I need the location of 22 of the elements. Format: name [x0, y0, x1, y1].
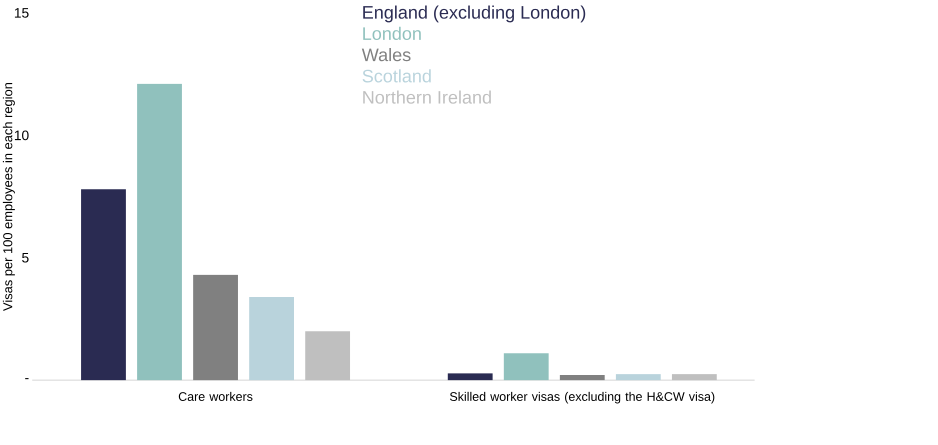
y-axis-title: Visas per 100 employees in each region — [2, 83, 15, 312]
y-tick-label: 15 — [14, 8, 29, 18]
y-tick-label: 5 — [22, 253, 29, 263]
bar — [448, 373, 493, 380]
text: Northern Ireland — [363, 90, 491, 104]
bar — [305, 331, 350, 380]
bar — [249, 297, 294, 380]
bar — [137, 84, 182, 380]
bar — [504, 353, 549, 380]
y-tick-label: 10 — [14, 130, 29, 140]
text: England (excluding London) — [363, 6, 586, 22]
x-tick-label: Skilled worker visas (excluding the H&CW visa) — [450, 392, 714, 404]
bar — [672, 374, 717, 380]
text: London — [363, 26, 421, 40]
text: Scotland — [362, 69, 431, 83]
bar — [81, 189, 126, 380]
text: Wales — [362, 48, 411, 62]
bar — [616, 374, 661, 380]
bar — [560, 375, 605, 380]
y-tick-label: - — [25, 378, 29, 380]
x-tick-label: Care workers — [178, 392, 252, 402]
bar — [193, 274, 238, 380]
